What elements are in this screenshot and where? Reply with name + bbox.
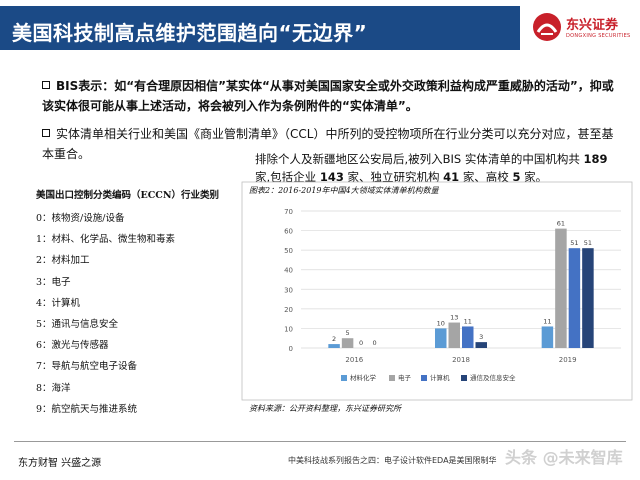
list-item: 2：材料加工: [36, 255, 90, 267]
summary-text: 家,包括企业: [255, 170, 317, 184]
y-tick-label: 10: [284, 325, 293, 333]
x-tick-label: 2018: [452, 356, 470, 364]
data-label: 2: [332, 335, 336, 343]
summary-text: 家、独立研究机构: [347, 170, 440, 184]
legend-label: 电子: [398, 373, 412, 382]
summary-text: 家。: [524, 170, 548, 184]
data-label: 5: [346, 329, 350, 337]
eccn-list-title: 美国出口控制分类编码（ECCN）行业类别: [36, 190, 220, 201]
y-tick-label: 20: [284, 306, 293, 314]
legend-label: 通信及信息安全: [470, 373, 516, 382]
bar-电子: [555, 228, 567, 348]
data-label: 13: [450, 314, 458, 322]
footer-slogan: 东方财智 兴盛之源: [18, 458, 102, 469]
data-label: 61: [557, 220, 565, 228]
data-label: 51: [584, 239, 592, 247]
summary-companies: 143: [319, 170, 344, 184]
bullet-bis-text: BIS表示：如“有合理原因相信”某实体“从事对美国国家安全或外交政策利益构成严重…: [42, 79, 614, 113]
list-item: 5：通讯与信息安全: [36, 318, 119, 330]
list-item: 1：材料、化学品、微生物和毒素: [36, 234, 176, 246]
list-item: 0：核物资/设施/设备: [36, 213, 125, 224]
summary-total: 189: [583, 152, 608, 166]
watermark: 头条 @未来智库: [505, 448, 623, 467]
brand-logo-block: 东兴证券 DONGXING SECURITIES: [528, 6, 636, 50]
legend-swatch: [341, 375, 347, 381]
slide-title: 美国科技制高点维护范围趋向“无边界”: [12, 21, 368, 45]
eccn-list: 0：核物资/设施/设备 1：材料、化学品、微生物和毒素 2：材料加工 3：电子 …: [36, 210, 175, 422]
chart-frame: [241, 181, 633, 401]
bar-材料化学: [328, 344, 340, 348]
summary-text: 家、高校: [462, 170, 509, 184]
legend-swatch: [421, 375, 427, 381]
list-item: 7：导航与航空电子设备: [36, 361, 138, 373]
list-item: 8：海洋: [36, 382, 71, 394]
bullet-ccl-text: 实体清单相关行业和美国《商业管制清单》（CCL）中所列的受控物项所在行业分类可以…: [42, 127, 614, 161]
list-item: 9：航空航天与推进系统: [36, 403, 138, 415]
legend-swatch: [461, 375, 467, 381]
data-label: 11: [543, 317, 551, 325]
legend-swatch: [389, 375, 395, 381]
data-label: 0: [373, 339, 377, 347]
list-item: 3：电子: [36, 276, 71, 288]
y-tick-label: 70: [284, 208, 293, 216]
chart-source: 资料来源：公开资料整理，东兴证券研究所: [249, 404, 401, 413]
list-item: 6：激光与传感器: [36, 340, 109, 352]
summary-text: 排除个人及新疆地区公安局后,被列入BIS 实体清单的中国机构共: [255, 152, 580, 166]
chart-caption: 图表2：2016-2019年中国4大领域实体清单机构数量: [249, 186, 439, 195]
brand-name-en: DONGXING SECURITIES: [566, 33, 631, 39]
bar-计算机: [462, 326, 474, 348]
summary-universities: 5: [512, 170, 521, 184]
title-bar: 美国科技制高点维护范围趋向“无边界”: [0, 6, 520, 50]
bullet-square-icon: [42, 129, 50, 137]
y-tick-label: 40: [284, 267, 293, 275]
legend-label: 材料化学: [350, 373, 377, 382]
bar-计算机: [568, 248, 581, 348]
y-tick-label: 30: [284, 286, 293, 294]
bullet-bis: BIS表示：如“有合理原因相信”某实体“从事对美国国家安全或外交政策利益构成严重…: [42, 76, 622, 116]
y-tick-label: 60: [284, 228, 293, 236]
data-label: 3: [479, 333, 483, 341]
entity-chart: 0 10 20 30 40 50 60 70 2 5 0 0 2016 10 13 11 3 2018 11 61 51…: [241, 181, 633, 413]
y-tick-label: 0: [289, 345, 293, 353]
summary-institutes: 41: [443, 170, 460, 184]
data-label: 11: [464, 317, 472, 325]
y-tick-label: 50: [284, 247, 293, 255]
data-label: 0: [359, 339, 363, 347]
entity-summary: 排除个人及新疆地区公安局后,被列入BIS 实体清单的中国机构共 189 家,包括…: [255, 150, 625, 186]
bar-通信及信息安全: [475, 342, 487, 348]
footer-divider: [14, 441, 626, 442]
footer-report-title: 中美科技战系列报告之四：电子设计软件EDA是美国限制华: [288, 456, 497, 465]
bar-材料化学: [435, 328, 447, 348]
bar-电子: [341, 338, 354, 348]
bar-材料化学: [541, 326, 554, 348]
list-item: 4：计算机: [36, 297, 81, 309]
bullet-ccl: 实体清单相关行业和美国《商业管制清单》（CCL）中所列的受控物项所在行业分类可以…: [42, 124, 622, 164]
dongxing-logo-icon: [533, 13, 561, 41]
bar-电子: [448, 322, 460, 348]
x-tick-label: 2019: [559, 356, 577, 364]
data-label: 10: [437, 319, 445, 327]
bullet-square-icon: [42, 81, 50, 89]
data-label: 51: [570, 239, 578, 247]
legend-label: 计算机: [430, 373, 450, 382]
x-tick-label: 2016: [345, 356, 363, 364]
slide-header: 美国科技制高点维护范围趋向“无边界” 东兴证券 DONGXING SECURIT…: [0, 0, 640, 56]
bar-通信及信息安全: [582, 248, 594, 348]
brand-name: 东兴证券: [566, 18, 619, 33]
